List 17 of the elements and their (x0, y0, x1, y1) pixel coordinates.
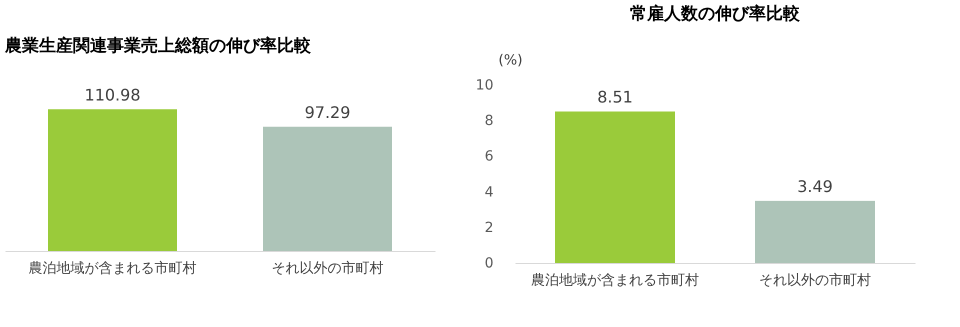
y-axis-title: (%) (498, 52, 523, 68)
y-tick-label: 0 (484, 256, 494, 272)
x-tick-label: それ以外の市町村 (759, 272, 871, 288)
x-tick-label: 農泊地域が含まれる市町村 (531, 272, 699, 288)
chart-title: 常雇人数の伸び率比較 (630, 4, 801, 24)
y-tick-label: 6 (484, 148, 494, 165)
y-tick-label: 4 (484, 184, 494, 200)
y-tick-label: 10 (476, 78, 494, 94)
x-tick-label: それ以外の市町村 (272, 260, 384, 276)
y-tick-label: 8 (484, 113, 494, 130)
x-tick-label: 農泊地域が含まれる市町村 (28, 260, 196, 276)
data-label: 97.29 (304, 102, 350, 122)
data-label: 3.49 (797, 176, 833, 196)
data-label: 110.98 (84, 85, 140, 104)
data-label: 8.51 (597, 88, 633, 107)
chart-title: 農業生産関連事業売上総額の伸び率比較 (4, 36, 312, 56)
y-tick-label: 2 (484, 220, 494, 236)
